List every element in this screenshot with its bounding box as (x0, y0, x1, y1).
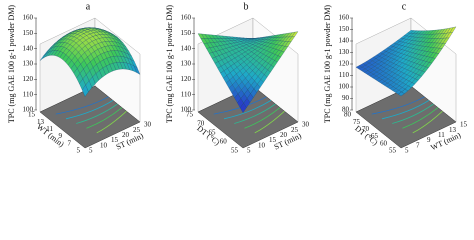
x-tick-label: 75 (353, 118, 361, 126)
z-tick-label: 100 (181, 106, 192, 114)
y-tick-label: 15 (111, 136, 119, 144)
contour (76, 103, 118, 124)
z-tick-label: 120 (23, 75, 34, 83)
x-tick-label: 9 (59, 132, 63, 140)
z-tick-label: 130 (181, 60, 192, 68)
contour (412, 110, 443, 134)
figure: a 100 110 120 130 140 150 160 TPC (mg GAE 100 g-… (7, 1, 468, 154)
x-tick-label: 70 (197, 120, 205, 128)
x-tick-label: 55 (389, 147, 397, 155)
x-tick-label: 7 (68, 139, 72, 147)
y-tick-label: 11 (438, 131, 445, 139)
y-tick-label: 25 (133, 126, 141, 134)
x-tick-label: 60 (380, 139, 388, 147)
x-tick-label: 75 (186, 111, 194, 119)
z-tick-label: 80 (342, 106, 350, 114)
contour (381, 100, 430, 120)
contour (223, 100, 272, 120)
y-tick-label: 5 (89, 147, 93, 155)
y-tick-label: 10 (100, 141, 108, 149)
x-tick-label: 11 (46, 125, 53, 133)
y-tick-label: 10 (258, 141, 266, 149)
x-tick-label: 65 (209, 129, 217, 137)
contour (371, 96, 425, 115)
y-tick-label: 15 (269, 136, 277, 144)
contour (96, 110, 127, 134)
z-axis-label: TPC (mg GAE 100 g-1 powder DM) (7, 5, 16, 124)
y-tick-label: 5 (405, 147, 409, 155)
z-tick-label: 140 (181, 44, 192, 52)
z-tick-label: 150 (23, 29, 34, 37)
z-tick-label: 90 (342, 94, 350, 102)
z-tick-label: 140 (339, 37, 350, 45)
y-axis-label: ST (min) (273, 131, 303, 152)
x-tick-label: 55 (231, 147, 239, 155)
x-tick-label: 60 (220, 138, 228, 146)
z-tick-label: 160 (339, 14, 350, 22)
y-axis-label: WT (min) (429, 130, 462, 152)
panel-title: c (402, 1, 407, 12)
surface-cell (82, 84, 89, 97)
floor (39, 85, 141, 149)
panel: c 80 90 100 110 120 130 140 150 160 TPC (mg GAE 10… (323, 1, 468, 154)
z-tick-label: 160 (181, 14, 192, 22)
z-tick-label: 100 (23, 106, 34, 114)
panel: a 100 110 120 130 140 150 160 TPC (mg GAE 100 g-… (7, 1, 152, 154)
contour (254, 110, 285, 134)
y-tick-label: 15 (460, 121, 468, 129)
z-axis-label: TPC (mg GAE 100 g-1 powder DM) (165, 5, 174, 124)
panel: b 100 110 120 130 140 150 160 TPC (mg GAE 100 g-… (165, 1, 310, 154)
z-axis-label: TPC (mg GAE 100 g-1 powder DM) (323, 5, 332, 124)
contour (55, 96, 109, 115)
contour (392, 103, 434, 124)
contour (402, 107, 439, 129)
z-tick-label: 110 (181, 90, 192, 98)
y-axis-label: ST (min) (115, 131, 145, 152)
y-tick-label: 7 (416, 141, 420, 149)
y-tick-label: 5 (247, 147, 251, 155)
contour (86, 107, 123, 129)
z-tick-label: 130 (23, 60, 34, 68)
z-tick-label: 110 (23, 90, 34, 98)
surface-cell (240, 102, 247, 114)
y-tick-label: 30 (302, 121, 310, 129)
y-tick-label: 13 (449, 126, 457, 134)
y-tick-label: 30 (144, 121, 152, 129)
x-tick-label: 80 (344, 111, 352, 119)
z-tick-label: 160 (23, 14, 34, 22)
z-tick-label: 150 (181, 29, 192, 37)
contour (234, 103, 276, 124)
x-tick-label: 13 (37, 118, 45, 126)
floor (355, 85, 457, 149)
contour (244, 107, 281, 129)
z-tick-label: 140 (23, 44, 34, 52)
z-tick-label: 130 (339, 48, 350, 56)
x-tick-label: 5 (77, 147, 81, 155)
z-tick-label: 150 (339, 25, 350, 33)
surface-cell (397, 91, 405, 97)
panel-title: b (244, 1, 249, 12)
x-tick-label: 15 (28, 111, 36, 119)
y-tick-label: 25 (291, 126, 299, 134)
z-tick-label: 110 (339, 71, 350, 79)
x-tick-label: 65 (371, 132, 379, 140)
y-tick-label: 20 (280, 131, 288, 139)
x-tick-label: 70 (362, 125, 370, 133)
y-tick-label: 20 (122, 131, 130, 139)
z-tick-label: 120 (181, 75, 192, 83)
z-tick-label: 100 (339, 83, 350, 91)
contour (65, 100, 114, 120)
y-tick-label: 9 (427, 136, 431, 144)
panel-title: a (86, 1, 91, 12)
z-tick-label: 120 (339, 60, 350, 68)
